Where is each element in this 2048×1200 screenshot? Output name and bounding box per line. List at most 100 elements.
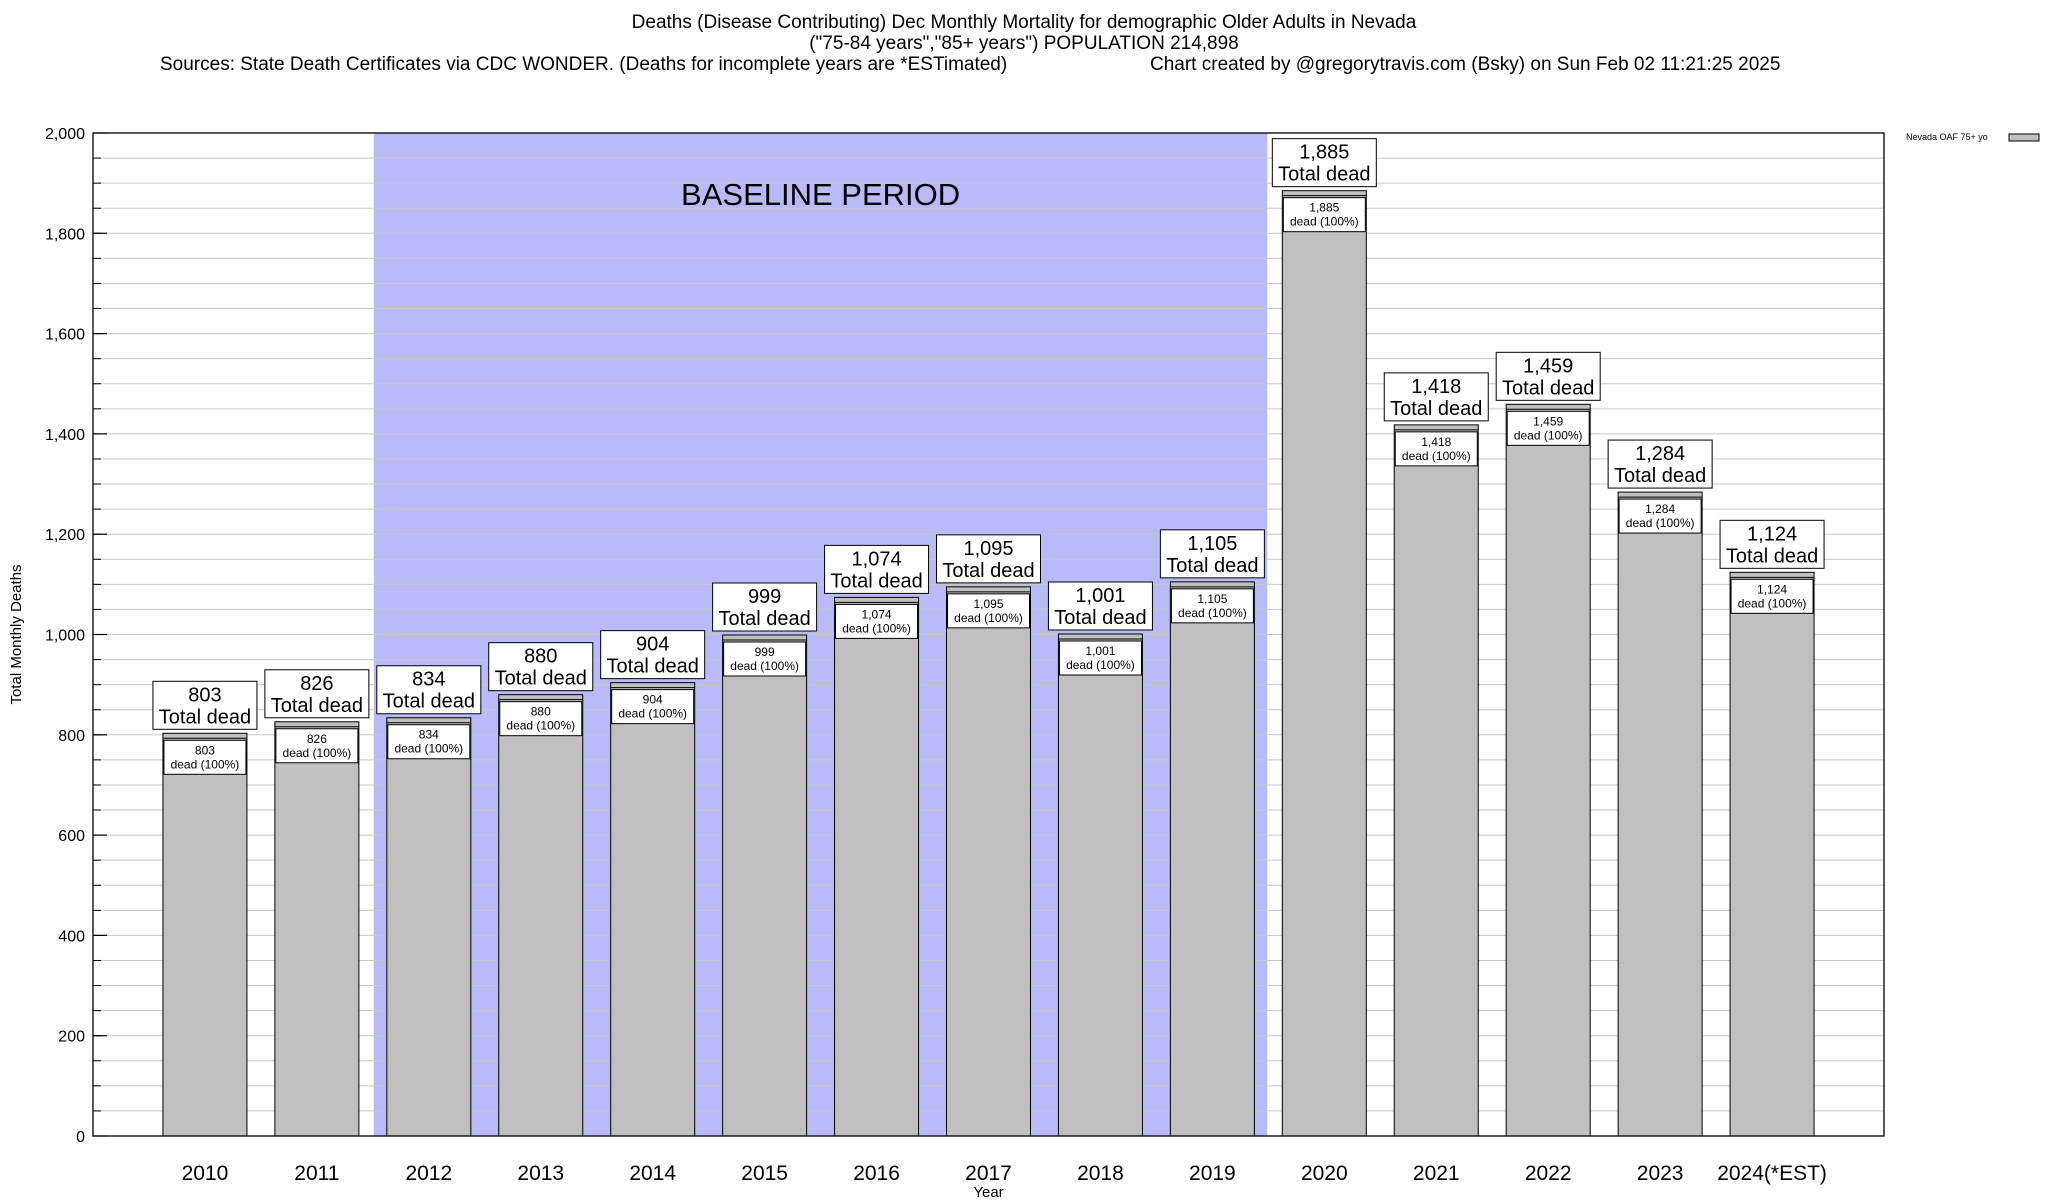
bar-2021 xyxy=(1393,424,1479,1137)
bar-inner-value-label: 1,105 xyxy=(1197,592,1227,606)
bar-top-suffix-label: Total dead xyxy=(1054,607,1146,629)
bar-inner-value-label: 880 xyxy=(531,705,551,719)
bar-top-label-box xyxy=(824,544,930,594)
y-tick-label: 2,000 xyxy=(45,126,85,143)
legend-label: Nevada OAF 75+ yo xyxy=(1906,132,1988,142)
bar-inner-suffix-label: dead (100%) xyxy=(730,659,799,673)
bar-inner-value-label: 904 xyxy=(643,693,663,707)
y-tick-label: 800 xyxy=(58,728,85,745)
bar-top-value-label: 1,105 xyxy=(1187,533,1237,555)
x-tick-label: 2017 xyxy=(965,1162,1012,1185)
bar-inner-label-box xyxy=(1394,431,1478,467)
bar-top-suffix-label: Total dead xyxy=(607,656,699,678)
bar-inner-label-box xyxy=(1282,197,1366,233)
bar-2016 xyxy=(834,596,920,1137)
bar-2010 xyxy=(162,732,248,1137)
bar-inner-suffix-label: dead (100%) xyxy=(1178,606,1247,620)
bar-inner-suffix-label: dead (100%) xyxy=(842,621,911,635)
bar-inner-suffix-label: dead (100%) xyxy=(506,719,575,733)
bar-top-suffix-label: Total dead xyxy=(495,668,587,690)
bar-inner-value-label: 1,885 xyxy=(1309,201,1339,215)
bar-inner-suffix-label: dead (100%) xyxy=(1402,449,1471,463)
bar-inner-label-box xyxy=(1618,498,1702,534)
bar-inner-label-box xyxy=(611,689,695,725)
bar-2011 xyxy=(274,721,360,1137)
bar-inner-suffix-label: dead (100%) xyxy=(618,707,687,721)
bar-inner-value-label: 803 xyxy=(195,743,215,757)
x-tick-label: 2011 xyxy=(294,1162,339,1185)
bar-2020 xyxy=(1281,190,1367,1137)
x-tick-label: 2013 xyxy=(517,1162,564,1185)
bar-2018 xyxy=(1057,633,1143,1137)
bar-top-label-box xyxy=(376,665,482,715)
bar-top-value-label: 1,459 xyxy=(1523,355,1573,377)
bar-inner-label-box xyxy=(1506,410,1590,446)
bar-top-value-label: 1,095 xyxy=(963,538,1013,560)
bar-top-value-label: 1,124 xyxy=(1747,523,1797,545)
x-tick-label: 2024(*EST) xyxy=(1717,1162,1827,1185)
bar-inner-label-box xyxy=(499,701,583,737)
bar-top-suffix-label: Total dead xyxy=(830,570,922,592)
bar-inner-suffix-label: dead (100%) xyxy=(1626,516,1695,530)
x-tick-label: 2015 xyxy=(741,1162,788,1185)
x-tick-label: 2019 xyxy=(1189,1162,1236,1185)
bar-top-value-label: 803 xyxy=(188,684,221,706)
bar-top-suffix-label: Total dead xyxy=(159,706,251,728)
chart-title-block: Deaths (Disease Contributing) Dec Monthl… xyxy=(0,12,2048,54)
axis-layer: 0 200 400 600 800 1,000 1,200 1,400 1,600 1,800 2,… xyxy=(8,126,1885,1200)
bar-top-value-label: 826 xyxy=(300,673,333,695)
y-tick-label: 200 xyxy=(58,1029,85,1046)
bar-inner-value-label: 834 xyxy=(419,728,439,742)
bar-top-suffix-label: Total dead xyxy=(271,695,363,717)
y-axis-title: Total Monthly Deaths xyxy=(8,564,25,704)
bar-inner-label-box xyxy=(1730,578,1814,614)
bar-inner-label-box xyxy=(947,593,1030,629)
x-tick-label: 2016 xyxy=(853,1162,900,1185)
bar-top-label-box xyxy=(1271,138,1377,188)
bar-inner-value-label: 1,418 xyxy=(1421,435,1451,449)
bar-top-value-label: 999 xyxy=(748,586,781,608)
bar-2014 xyxy=(610,682,696,1137)
bar-2012 xyxy=(386,717,472,1137)
bar-top-suffix-label: Total dead xyxy=(942,560,1034,582)
bar-inner-label-box xyxy=(1058,640,1142,676)
bar-top-label-box xyxy=(1495,351,1601,401)
bar-top-suffix-label: Total dead xyxy=(383,691,475,713)
bar-inner-value-label: 1,124 xyxy=(1757,582,1787,596)
credit-note: Chart created by @gregorytravis.com (Bsk… xyxy=(1150,54,1781,75)
bar-top-label-box xyxy=(152,680,258,730)
y-tick-label: 1,600 xyxy=(45,327,85,344)
bar-inner-value-label: 1,095 xyxy=(973,597,1003,611)
bar-inner-suffix-label: dead (100%) xyxy=(171,757,240,771)
bar-inner-value-label: 1,074 xyxy=(862,607,892,621)
bar-inner-suffix-label: dead (100%) xyxy=(1066,658,1135,672)
y-tick-label: 1,400 xyxy=(45,427,85,444)
sources-note: Sources: State Death Certificates via CD… xyxy=(160,54,1008,75)
bar-inner-label-box xyxy=(163,739,247,775)
bar-top-label-box xyxy=(600,630,706,680)
x-tick-label: 2012 xyxy=(405,1162,452,1185)
legend-layer: Nevada OAF 75+ yo xyxy=(1906,132,2040,142)
bar-2017 xyxy=(946,586,1031,1137)
bar-top-label-box xyxy=(1607,439,1713,489)
y-tick-label: 400 xyxy=(58,928,85,945)
bar-inner-suffix-label: dead (100%) xyxy=(394,742,463,756)
bar-top-label-box xyxy=(264,669,370,719)
bar-inner-label-box xyxy=(723,641,807,677)
bar-top-value-label: 1,001 xyxy=(1075,585,1125,607)
x-tick-label: 2021 xyxy=(1413,1162,1460,1185)
bar-inner-suffix-label: dead (100%) xyxy=(1514,428,1583,442)
bar-2019 xyxy=(1169,581,1255,1137)
bar-2022 xyxy=(1505,403,1591,1137)
y-tick-label: 600 xyxy=(58,828,85,845)
bar-top-value-label: 880 xyxy=(524,646,557,668)
bar-inner-suffix-label: dead (100%) xyxy=(1290,215,1359,229)
bar-top-suffix-label: Total dead xyxy=(1726,545,1818,567)
bar-top-suffix-label: Total dead xyxy=(1502,377,1594,399)
bar-2013 xyxy=(498,694,584,1137)
x-tick-label: 2010 xyxy=(182,1162,229,1185)
bar-2024(*EST) xyxy=(1729,571,1815,1137)
y-tick-label: 1,800 xyxy=(45,226,85,243)
bar-top-value-label: 1,284 xyxy=(1635,443,1685,465)
